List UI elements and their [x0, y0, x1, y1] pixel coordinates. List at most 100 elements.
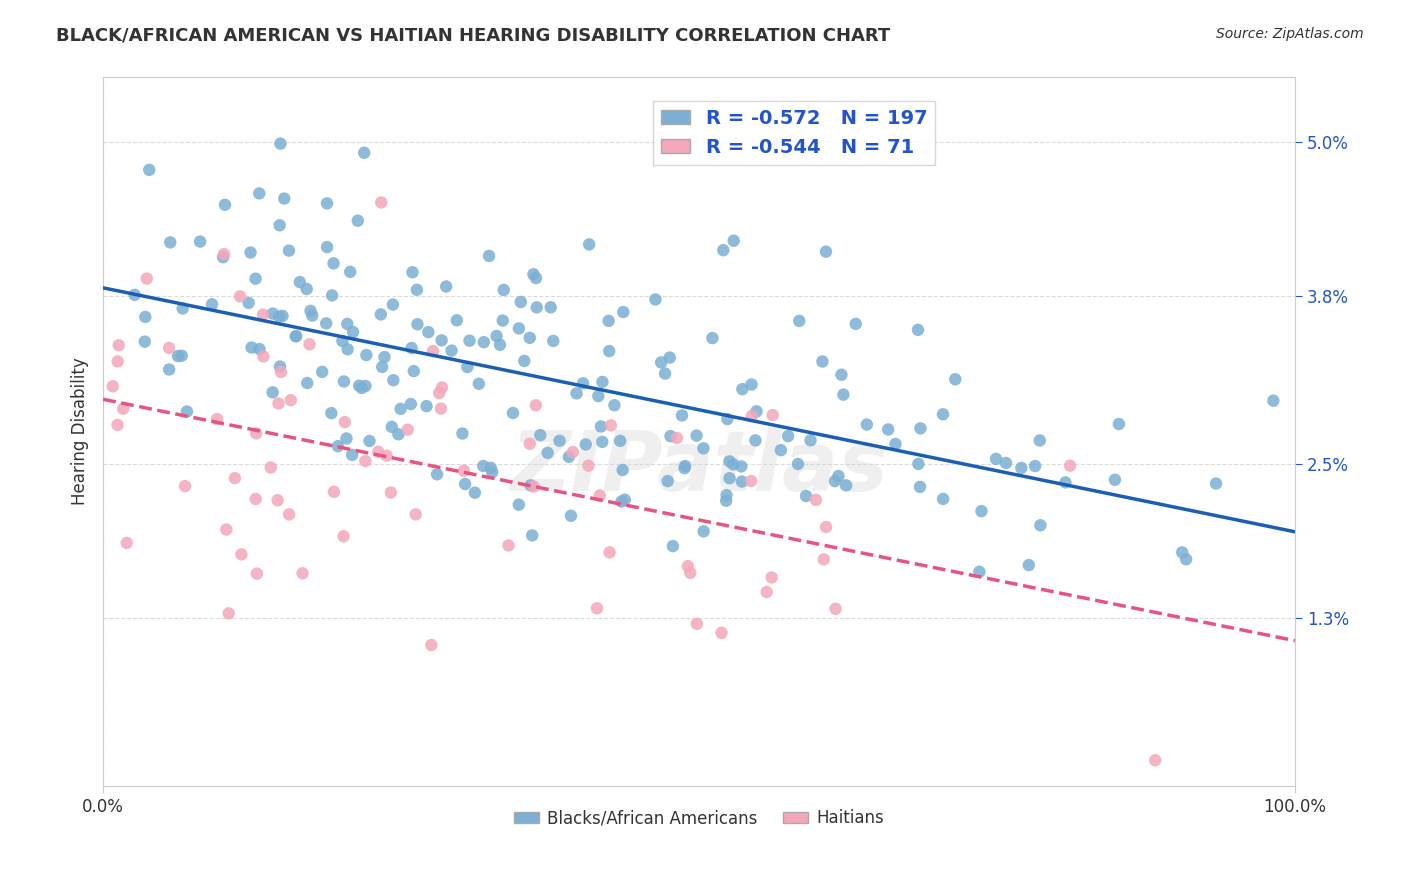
- Point: [134, 310, 156, 324]
- Point: [285, 329, 308, 343]
- Point: [578, 237, 600, 252]
- Legend: Blacks/African Americans, Haitians: Blacks/African Americans, Haitians: [508, 803, 890, 834]
- Point: [340, 448, 363, 462]
- Point: [245, 491, 267, 506]
- Point: [665, 431, 688, 445]
- Point: [458, 334, 481, 348]
- Point: [405, 508, 427, 522]
- Point: [297, 376, 319, 390]
- Point: [598, 314, 620, 328]
- Point: [231, 548, 253, 562]
- Point: [522, 267, 544, 281]
- Point: [354, 379, 377, 393]
- Point: [401, 265, 423, 279]
- Point: [288, 275, 311, 289]
- Point: [1171, 545, 1194, 559]
- Point: [716, 412, 738, 426]
- Point: [218, 607, 240, 621]
- Point: [832, 387, 855, 401]
- Point: [877, 422, 900, 436]
- Point: [718, 471, 741, 485]
- Point: [907, 457, 929, 471]
- Point: [301, 309, 323, 323]
- Text: BLACK/AFRICAN AMERICAN VS HAITIAN HEARING DISABILITY CORRELATION CHART: BLACK/AFRICAN AMERICAN VS HAITIAN HEARIN…: [56, 27, 890, 45]
- Point: [804, 492, 827, 507]
- Point: [578, 458, 600, 473]
- Point: [769, 443, 792, 458]
- Point: [172, 301, 194, 316]
- Point: [814, 244, 837, 259]
- Point: [524, 398, 547, 412]
- Point: [685, 428, 707, 442]
- Point: [1205, 476, 1227, 491]
- Point: [492, 313, 515, 327]
- Text: Source: ZipAtlas.com: Source: ZipAtlas.com: [1216, 27, 1364, 41]
- Point: [406, 283, 429, 297]
- Point: [830, 368, 852, 382]
- Point: [333, 415, 356, 429]
- Point: [472, 458, 495, 473]
- Point: [371, 359, 394, 374]
- Point: [824, 601, 846, 615]
- Point: [523, 479, 546, 493]
- Point: [245, 426, 267, 441]
- Point: [239, 245, 262, 260]
- Point: [346, 213, 368, 227]
- Point: [316, 196, 339, 211]
- Point: [787, 314, 810, 328]
- Point: [238, 296, 260, 310]
- Point: [718, 454, 741, 468]
- Point: [508, 498, 530, 512]
- Point: [489, 338, 512, 352]
- Point: [170, 349, 193, 363]
- Point: [603, 398, 626, 412]
- Point: [269, 310, 291, 324]
- Point: [761, 570, 783, 584]
- Point: [654, 367, 676, 381]
- Point: [353, 145, 375, 160]
- Point: [513, 354, 536, 368]
- Point: [107, 338, 129, 352]
- Point: [1024, 458, 1046, 473]
- Point: [598, 344, 620, 359]
- Point: [402, 364, 425, 378]
- Point: [702, 331, 724, 345]
- Point: [454, 477, 477, 491]
- Point: [420, 638, 443, 652]
- Point: [662, 539, 685, 553]
- Point: [381, 297, 404, 311]
- Point: [969, 565, 991, 579]
- Point: [745, 404, 768, 418]
- Point: [609, 434, 631, 448]
- Point: [350, 381, 373, 395]
- Point: [1263, 393, 1285, 408]
- Point: [835, 478, 858, 492]
- Point: [269, 136, 291, 151]
- Point: [519, 478, 541, 492]
- Point: [673, 459, 696, 474]
- Point: [322, 484, 344, 499]
- Point: [262, 307, 284, 321]
- Point: [336, 343, 359, 357]
- Point: [714, 493, 737, 508]
- Point: [589, 419, 612, 434]
- Point: [260, 460, 283, 475]
- Point: [994, 456, 1017, 470]
- Point: [356, 348, 378, 362]
- Point: [112, 401, 135, 416]
- Point: [519, 331, 541, 345]
- Point: [157, 341, 180, 355]
- Point: [731, 475, 754, 489]
- Point: [884, 437, 907, 451]
- Point: [373, 350, 395, 364]
- Point: [135, 271, 157, 285]
- Point: [565, 386, 588, 401]
- Point: [174, 479, 197, 493]
- Point: [415, 399, 437, 413]
- Point: [824, 474, 846, 488]
- Point: [464, 485, 486, 500]
- Point: [910, 421, 932, 435]
- Point: [1029, 434, 1052, 448]
- Point: [299, 304, 322, 318]
- Point: [266, 493, 288, 508]
